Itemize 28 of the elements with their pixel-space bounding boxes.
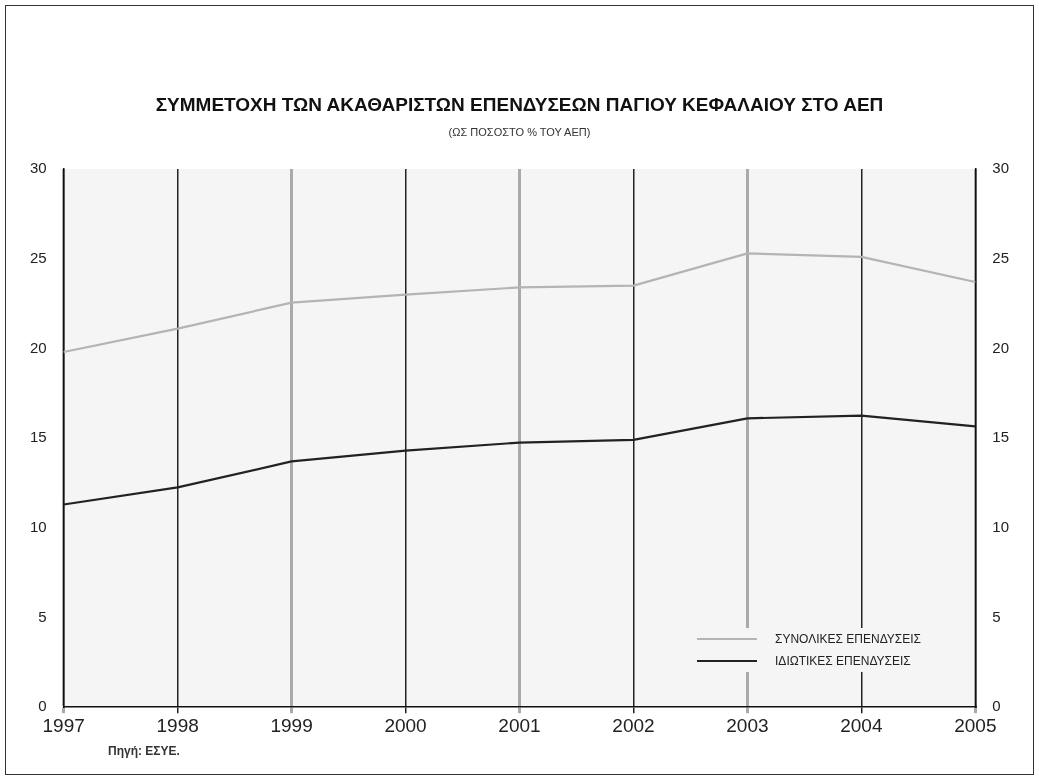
x-tick-label: 1997: [42, 714, 85, 736]
y-tick-label: 0: [38, 697, 47, 715]
y2-tick-label: 5: [992, 607, 1001, 625]
x-tick-label: 2005: [954, 714, 997, 736]
y2-tick-label: 20: [992, 338, 1009, 356]
y-tick-label: 30: [30, 159, 47, 177]
y2-tick-label: 25: [992, 248, 1009, 266]
y-tick-label: 20: [30, 338, 47, 356]
x-tick-label: 2004: [840, 714, 883, 736]
y2-tick-label: 0: [992, 697, 1001, 715]
y2-tick-label: 10: [992, 517, 1009, 535]
x-tick-label: 2003: [726, 714, 769, 736]
y2-tick-label: 30: [992, 159, 1009, 177]
y-tick-label: 15: [30, 428, 47, 446]
y2-tick-label: 15: [992, 428, 1009, 446]
x-tick-label: 1998: [156, 714, 199, 736]
y-tick-label: 5: [38, 607, 47, 625]
x-tick-label: 2000: [384, 714, 427, 736]
y-tick-label: 10: [30, 517, 47, 535]
chart-subtitle: (ΩΣ ΠΟΣΟΣΤΟ % ΤΟΥ ΑΕΠ): [447, 126, 592, 138]
x-tick-label: 2002: [612, 714, 655, 736]
x-tick-label: 2001: [498, 714, 541, 736]
legend-label: ΙΔΙΩΤΙΚΕΣ ΕΠΕΝΔΥΣΕΙΣ: [775, 654, 911, 668]
x-tick-label: 1999: [270, 714, 313, 736]
legend-label: ΣΥΝΟΛΙΚΕΣ ΕΠΕΝΔΥΣΕΙΣ: [775, 632, 921, 646]
y-tick-label: 25: [30, 248, 47, 266]
chart-title: ΣΥΜΜΕΤΟΧΗ ΤΩΝ ΑΚΑΘΑΡΙΣΤΩΝ ΕΠΕΝΔΥΣΕΩΝ ΠΑΓΙΟΥ ΚΕΦΑΛΑΙΟΥ ΣΤΟ ΑΕΠ: [154, 94, 885, 116]
text: Πηγή: ΕΣΥΕ.: [108, 744, 180, 758]
